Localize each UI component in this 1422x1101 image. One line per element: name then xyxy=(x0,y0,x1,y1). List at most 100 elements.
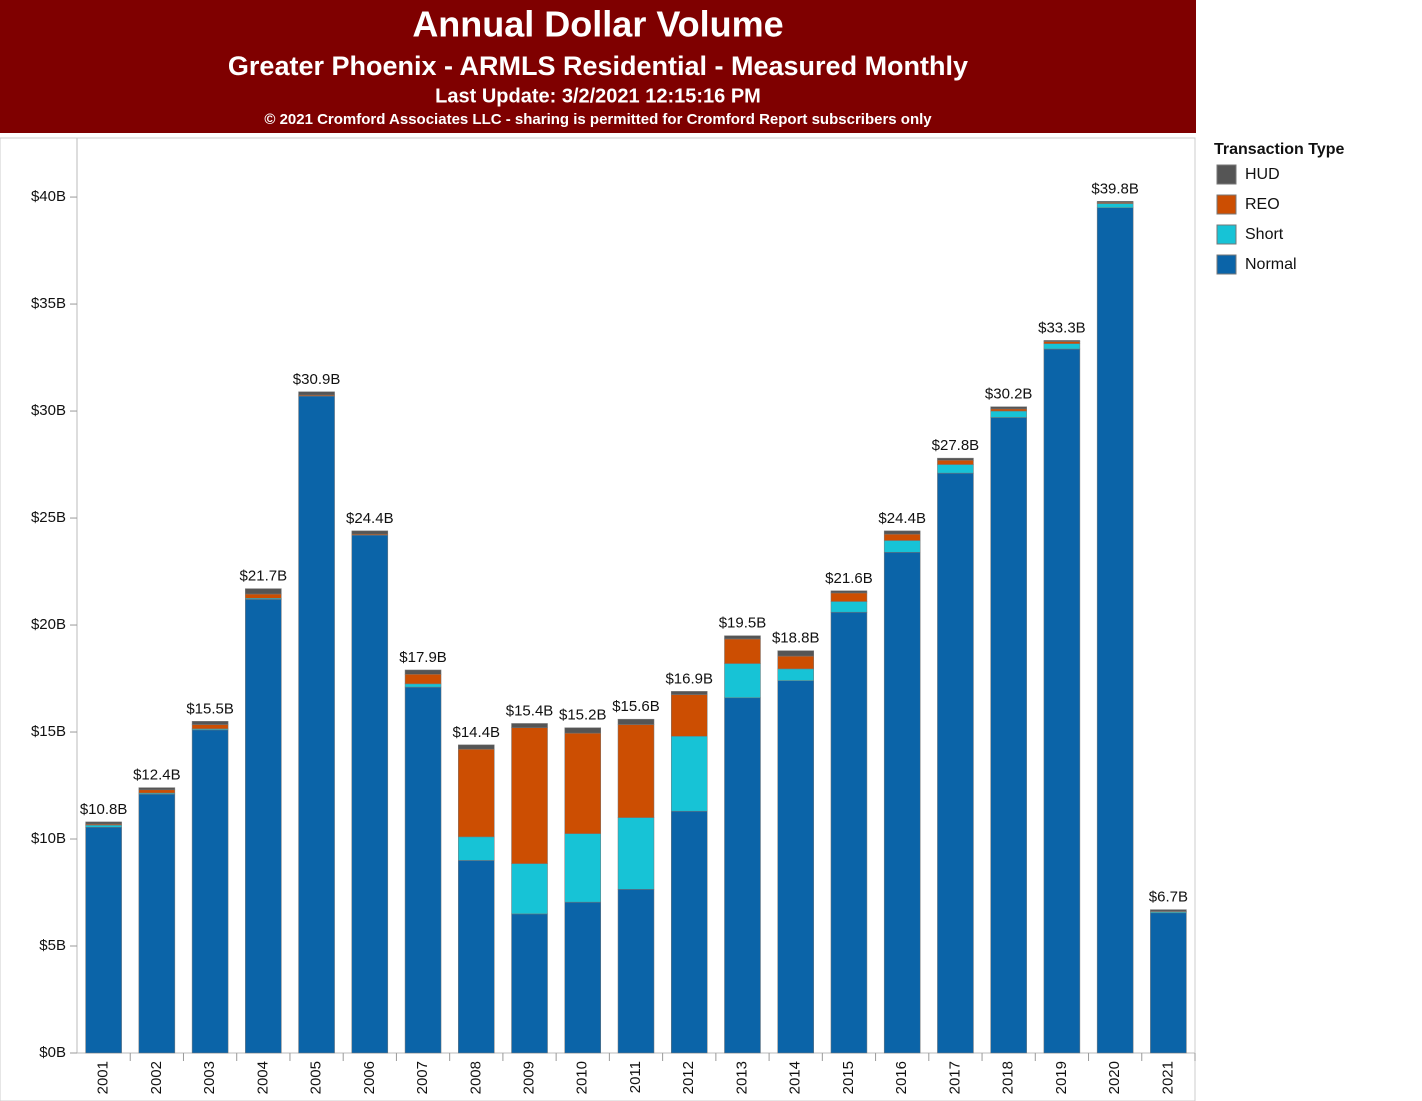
total-label: $15.6B xyxy=(612,698,660,715)
bar-segment xyxy=(298,395,335,1054)
total-label: $15.2B xyxy=(559,707,607,724)
total-label: $30.2B xyxy=(985,386,1033,403)
bar-segment xyxy=(724,638,761,664)
bar-segment xyxy=(511,723,548,728)
bar-segment xyxy=(883,533,921,541)
x-tick-label: 2011 xyxy=(627,1061,644,1093)
legend-label: REO xyxy=(1245,196,1280,213)
x-tick-label: 2010 xyxy=(574,1061,591,1094)
bar-segment xyxy=(617,724,655,818)
bar-segment xyxy=(990,417,1027,1054)
total-label: $24.4B xyxy=(878,510,926,527)
legend-label: Short xyxy=(1245,226,1284,243)
bar-segment xyxy=(458,744,495,750)
bar-segment xyxy=(191,729,229,1054)
bar-segment xyxy=(670,691,708,695)
bar-segment xyxy=(724,697,761,1054)
bar-segment xyxy=(298,391,335,396)
bar-segment xyxy=(85,826,122,1054)
bar-segment xyxy=(404,686,442,1054)
y-tick-label: $5B xyxy=(39,937,66,954)
y-tick-label: $30B xyxy=(31,402,66,419)
bar-segment xyxy=(1150,909,1187,912)
bar-segment xyxy=(511,727,548,864)
legend-title: Transaction Type xyxy=(1214,141,1345,158)
total-label: $21.7B xyxy=(240,568,288,585)
x-tick-label: 2009 xyxy=(520,1061,537,1094)
total-label: $17.9B xyxy=(399,649,447,666)
bar-segment xyxy=(191,724,229,730)
bar-segment xyxy=(670,736,708,812)
bar-segment xyxy=(564,901,602,1054)
bar-segment xyxy=(351,534,389,1054)
bar-segment xyxy=(937,464,974,474)
bar-segment xyxy=(564,732,602,834)
bar-segment xyxy=(777,668,814,681)
bar-segment xyxy=(245,588,282,595)
bar-segment xyxy=(138,789,176,794)
legend-swatch xyxy=(1216,224,1237,245)
total-label: $33.3B xyxy=(1038,319,1086,336)
x-tick-label: 2008 xyxy=(467,1061,484,1094)
bar-segment xyxy=(351,530,389,535)
bar-segment xyxy=(937,457,974,461)
bar-segment xyxy=(777,655,814,670)
header-band xyxy=(0,0,1196,133)
bar-segment xyxy=(937,472,974,1054)
x-tick-label: 2012 xyxy=(680,1061,697,1094)
bar-segment xyxy=(990,408,1027,412)
bar-segment xyxy=(990,406,1027,410)
chart-title: Annual Dollar Volume xyxy=(412,4,783,45)
x-tick-label: 2020 xyxy=(1106,1061,1123,1094)
y-tick-label: $35B xyxy=(31,295,66,312)
bar-segment xyxy=(85,824,122,828)
legend-swatch xyxy=(1216,194,1237,215)
bar-segment xyxy=(138,793,176,1054)
total-label: $6.7B xyxy=(1149,889,1188,906)
x-tick-label: 2017 xyxy=(946,1061,963,1094)
copyright-note: © 2021 Cromford Associates LLC - sharing… xyxy=(264,111,932,128)
bar-segment xyxy=(883,530,921,535)
bar-segment xyxy=(138,787,176,791)
total-label: $14.4B xyxy=(453,724,501,741)
bar-segment xyxy=(511,863,548,915)
bar-segment xyxy=(777,650,814,657)
bar-segment xyxy=(564,833,602,903)
bar-segment xyxy=(245,593,282,599)
chart-frame xyxy=(0,137,1196,1101)
bar-segment xyxy=(830,590,868,594)
x-tick-label: 2006 xyxy=(361,1061,378,1094)
bar-segment xyxy=(85,821,122,825)
bar-segment xyxy=(830,592,868,602)
chart-subtitle: Greater Phoenix - ARMLS Residential - Me… xyxy=(228,51,968,81)
bar-segment xyxy=(883,540,921,553)
bar-segment xyxy=(1150,912,1187,1054)
y-tick-label: $20B xyxy=(31,616,66,633)
total-label: $30.9B xyxy=(293,371,341,388)
bar-segment xyxy=(724,635,761,640)
bar-segment xyxy=(724,663,761,699)
total-label: $15.5B xyxy=(186,700,234,717)
bar-segment xyxy=(670,810,708,1054)
total-label: $12.4B xyxy=(133,767,181,784)
bar-segment xyxy=(617,817,655,890)
bar-segment xyxy=(830,611,868,1054)
legend-swatch xyxy=(1216,254,1237,275)
bar-segment xyxy=(1043,341,1081,344)
bar-segment xyxy=(670,694,708,737)
bar-segment xyxy=(1043,340,1081,342)
bar-segment xyxy=(191,721,229,725)
bar-segment xyxy=(1096,203,1134,209)
y-tick-label: $0B xyxy=(39,1044,66,1061)
total-label: $39.8B xyxy=(1091,180,1139,197)
bar-segment xyxy=(617,889,655,1054)
total-label: $18.8B xyxy=(772,630,820,647)
x-tick-label: 2015 xyxy=(840,1061,857,1094)
bar-segment xyxy=(245,599,282,1054)
bar-segment xyxy=(564,727,602,734)
x-tick-label: 2013 xyxy=(733,1061,750,1094)
bar-segment xyxy=(937,460,974,465)
bar-segment xyxy=(458,860,495,1054)
bar-segment xyxy=(777,680,814,1054)
update-note: Last Update: 3/2/2021 12:15:16 PM xyxy=(435,85,761,107)
